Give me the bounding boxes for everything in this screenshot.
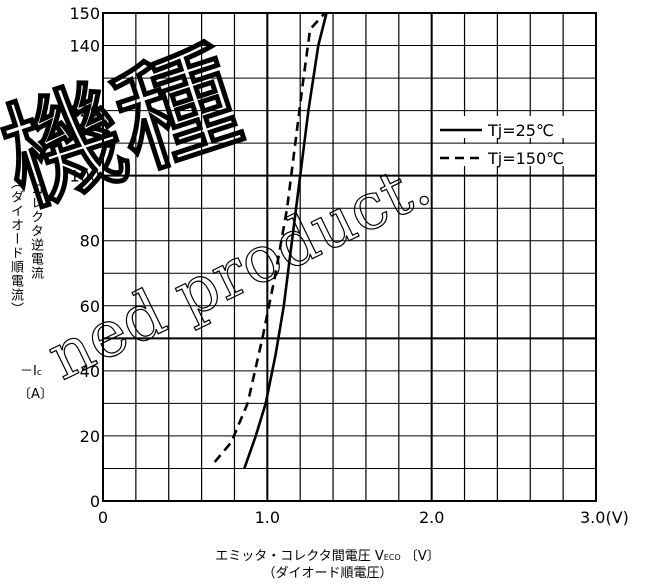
legend-label: Tj=25℃ — [487, 121, 554, 140]
y-tick-label: 80 — [80, 232, 100, 251]
x-axis-label: エミッタ・コレクタ間電圧 VECO 〔V〕 — [215, 549, 440, 564]
series-line-tj25 — [243, 12, 328, 469]
legend-bg — [434, 144, 589, 166]
y-tick-label: 100 — [69, 167, 100, 186]
x-tick-label: 2.0 — [419, 508, 444, 527]
legend: Tj=25℃ Tj=150℃ — [434, 116, 589, 168]
y-axis-label-main: コレクタ逆電流 — [28, 182, 43, 280]
y-tick-label: 120 — [69, 102, 100, 121]
legend-bg — [434, 116, 589, 138]
x-tick-label: 1.0 — [255, 508, 280, 527]
y-tick-label: 140 — [69, 37, 100, 56]
y-tick-label: 20 — [80, 427, 100, 446]
y-axis-label-paren: （ダイオード順電流） — [8, 176, 23, 316]
x-axis-label-paren: （ダイオード順電圧） — [262, 566, 393, 581]
y-tick-label: 150 — [69, 4, 100, 23]
legend-label: Tj=150℃ — [487, 149, 564, 168]
x-tick-label: 0 — [98, 508, 108, 527]
series-lines — [213, 12, 328, 469]
grid — [102, 12, 597, 502]
y-axis-unit: 〔A〕 — [18, 387, 53, 402]
y-tick-label: 0 — [90, 492, 100, 511]
x-tick-label: 3.0(V) — [580, 508, 629, 527]
tick-labels: 0 20 40 60 80 100 120 140 150 0 1.0 2.0 3.0(V) — [69, 4, 628, 527]
y-tick-label: 40 — [80, 362, 100, 381]
y-tick-label: 60 — [80, 297, 100, 316]
series-line-tj150 — [213, 12, 326, 463]
y-axis-symbol: －Ic — [20, 364, 42, 379]
plot-frame — [102, 12, 597, 502]
